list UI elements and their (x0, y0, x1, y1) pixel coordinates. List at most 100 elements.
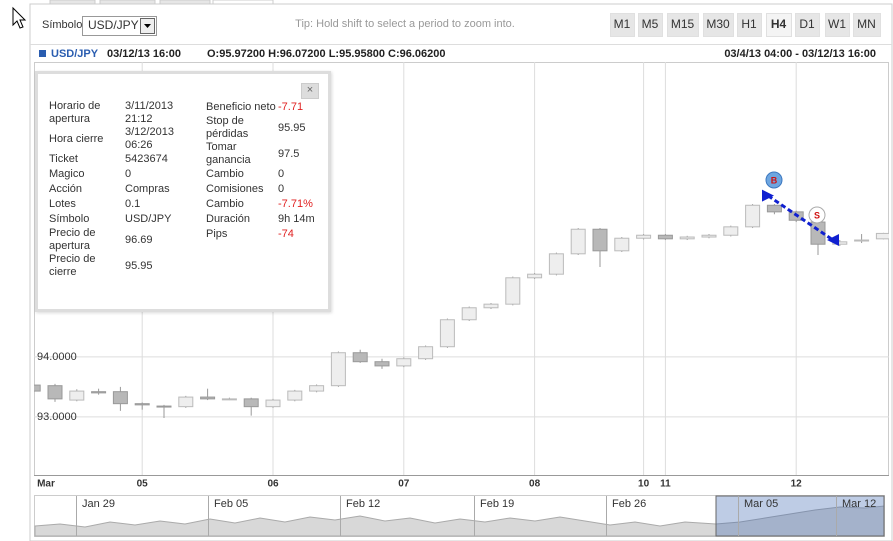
timeframe-label[interactable]: D1 (799, 17, 815, 31)
candle-body (178, 396, 194, 408)
popup-left-table: Horario de apertura 3/11/2013 21:12 Hora c… (49, 100, 193, 279)
candle-body (766, 204, 782, 213)
popup-row: Cambio -7.71% (206, 197, 328, 212)
candle-body (592, 228, 608, 252)
popup-value: USD/JPY (125, 213, 172, 225)
trade-close-arrow (827, 234, 839, 247)
navigator-label: Mar 12 (842, 498, 876, 510)
timeframe-label[interactable]: M5 (642, 17, 659, 31)
timeframe-button[interactable] (638, 13, 663, 37)
navigator-series (34, 505, 885, 537)
sell-marker-label[interactable]: S (814, 210, 820, 220)
popup-label: Precio de cierre (49, 253, 96, 278)
timeframe-button[interactable] (667, 13, 699, 37)
candle-body (461, 307, 477, 321)
x-tick-label: 12 (791, 479, 803, 490)
timeframe-button[interactable] (610, 13, 635, 37)
timeframe-label[interactable]: M30 (706, 17, 730, 31)
candle-body (418, 346, 434, 360)
candle-body (309, 385, 325, 392)
timeframe-button[interactable] (766, 13, 792, 37)
popup-row: Comisiones 0 (206, 182, 328, 197)
tab[interactable] (99, 0, 156, 5)
candle-body (34, 384, 41, 392)
x-labels: Mar 05 06 07 08 10 11 12 (37, 479, 802, 490)
buy-marker-label[interactable]: B (771, 175, 778, 185)
popup-value: 5423674 (125, 153, 168, 165)
symbol-icon (39, 50, 46, 57)
popup-value: Compras (125, 183, 170, 195)
popup-label: Pips (206, 228, 228, 240)
candle-body (723, 226, 739, 236)
popup-row: Tomar ganancia 97.5 (206, 141, 328, 167)
candle-body (875, 232, 889, 240)
symbol-select[interactable] (82, 16, 157, 36)
candle-body (679, 236, 695, 240)
candle-body (832, 241, 848, 245)
popup-label: Cambio (206, 168, 244, 180)
popup-value: 0 (278, 183, 285, 195)
popup-value: 95.95 (278, 121, 306, 134)
candle-body (287, 390, 303, 401)
timeframe-button[interactable] (737, 13, 762, 37)
symbol-label: Símbolo (42, 19, 82, 31)
candle-body (47, 385, 63, 400)
tab[interactable] (49, 0, 96, 5)
timeframe-label[interactable]: M15 (671, 17, 695, 31)
sell-marker[interactable] (808, 206, 826, 224)
timeframe-label[interactable]: H4 (771, 17, 787, 31)
popup-row: Lotes 0.1 (49, 197, 193, 212)
timeframe-button[interactable] (703, 13, 734, 37)
select-arrow[interactable] (144, 24, 151, 28)
info-time: 03/12/13 16:00 (107, 48, 181, 60)
candle-body (614, 237, 630, 252)
x-tick-label: 06 (267, 479, 279, 490)
popup-value: -7.71 (278, 101, 304, 113)
candle-body (221, 398, 237, 401)
popup-value: 95.95 (125, 259, 153, 272)
timeframe-button[interactable] (825, 13, 850, 37)
candle-body (112, 391, 128, 405)
symbol-select-value[interactable]: USD/JPY (88, 18, 139, 32)
popup-value: 9h 14m (278, 213, 315, 225)
navigator-label: Jan 29 (82, 498, 115, 510)
timeframe-label[interactable]: W1 (828, 17, 846, 31)
popup-label: Magico (49, 168, 85, 180)
candle-body (745, 204, 761, 228)
candle-body (483, 303, 499, 309)
tab-active[interactable] (212, 0, 274, 5)
tip: Tip: Hold shift to select a period to zo… (295, 18, 515, 30)
popup-row: Beneficio neto -7.71 (206, 100, 328, 115)
tab[interactable] (159, 0, 211, 5)
popup-label: Cambio (206, 198, 244, 210)
navigator-selection[interactable] (715, 495, 885, 537)
candle-body (69, 390, 85, 401)
timeframe-button[interactable] (853, 13, 881, 37)
info-symbol: USD/JPY (51, 48, 99, 60)
popup-value: 97.5 (278, 147, 300, 160)
candle-body (396, 358, 412, 367)
candle-body (352, 352, 368, 363)
popup-label: Acción (49, 183, 83, 195)
mouse-cursor (12, 6, 27, 29)
popup-label: Tomar ganancia (206, 141, 251, 166)
popup-label: Comisiones (206, 183, 264, 195)
popup-row: Duración 9h 14m (206, 212, 328, 227)
popup-row: Acción Compras (49, 182, 193, 197)
timeframe-label[interactable]: H1 (741, 17, 757, 31)
candle-body (91, 391, 107, 394)
timeframe-button[interactable] (795, 13, 820, 37)
popup-label: Stop de pérdidas (206, 115, 249, 140)
popup-row: Ticket 5423674 (49, 152, 193, 167)
timeframe-label[interactable]: MN (857, 17, 876, 31)
close-button[interactable]: × (301, 83, 319, 99)
navigator-label: Feb 12 (346, 498, 380, 510)
candle-body (156, 405, 172, 408)
y-tick-label: 93.0000 (37, 411, 77, 423)
popup-label: Beneficio neto (206, 101, 276, 113)
trade: BS (762, 171, 839, 247)
buy-marker[interactable] (765, 171, 783, 189)
popup-label: Lotes (49, 198, 76, 210)
timeframe-label[interactable]: M1 (614, 17, 631, 31)
